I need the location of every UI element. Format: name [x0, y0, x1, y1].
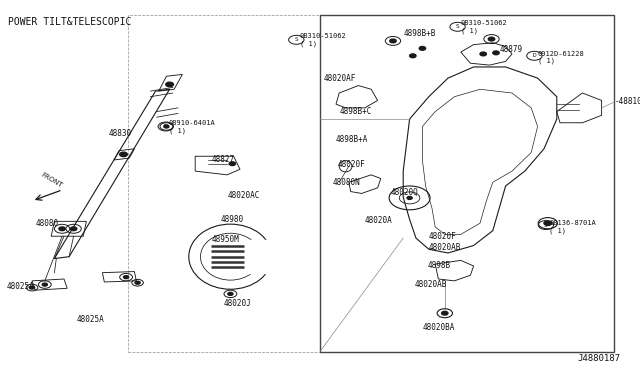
Text: 48879: 48879: [499, 45, 522, 54]
Text: 48827: 48827: [211, 155, 234, 164]
Text: 4898B+B: 4898B+B: [403, 29, 436, 38]
Text: 0B310-51062
( 1): 0B310-51062 ( 1): [300, 33, 346, 46]
Text: 48025A: 48025A: [6, 282, 34, 291]
Text: 48980: 48980: [221, 215, 244, 224]
Text: FRONT: FRONT: [40, 172, 63, 189]
Bar: [320, 15, 614, 352]
Text: 4898B+C: 4898B+C: [339, 107, 372, 116]
Text: 48080: 48080: [35, 219, 58, 228]
Circle shape: [410, 54, 416, 58]
Text: 48020AC: 48020AC: [227, 191, 260, 200]
Circle shape: [228, 292, 233, 295]
Text: 48020F: 48020F: [338, 160, 365, 169]
Circle shape: [480, 52, 486, 56]
Text: 48020F: 48020F: [429, 232, 456, 241]
Text: 48950M: 48950M: [211, 235, 239, 244]
Text: 0912D-61228
( 1): 0912D-61228 ( 1): [538, 51, 584, 64]
Text: 08910-6401A
( 1): 08910-6401A ( 1): [169, 121, 216, 134]
Text: 08136-8701A
( 1): 08136-8701A ( 1): [549, 220, 596, 234]
Text: 48025A: 48025A: [77, 315, 104, 324]
Circle shape: [42, 283, 47, 286]
Circle shape: [29, 286, 35, 289]
Circle shape: [59, 227, 65, 231]
Text: 4898B: 4898B: [428, 262, 451, 270]
Text: 48020AB: 48020AB: [415, 280, 447, 289]
Circle shape: [120, 152, 127, 157]
Text: 48020A: 48020A: [365, 216, 392, 225]
Circle shape: [488, 37, 495, 41]
Text: 4898B+A: 4898B+A: [336, 135, 369, 144]
Text: POWER TILT&TELESCOPIC: POWER TILT&TELESCOPIC: [8, 17, 131, 27]
Circle shape: [70, 227, 77, 231]
Circle shape: [493, 51, 499, 55]
Text: 48020BA: 48020BA: [422, 323, 455, 332]
Circle shape: [544, 221, 552, 225]
Text: S: S: [456, 24, 460, 29]
Circle shape: [135, 281, 140, 284]
Circle shape: [166, 82, 173, 87]
Circle shape: [390, 39, 396, 43]
Text: 48830: 48830: [109, 129, 132, 138]
Bar: [246, 240, 272, 273]
Text: 48020AB: 48020AB: [429, 243, 461, 252]
Text: N: N: [164, 124, 168, 129]
Text: 48020Q: 48020Q: [390, 188, 418, 197]
Circle shape: [229, 162, 236, 166]
Text: 0B310-51062
( 1): 0B310-51062 ( 1): [461, 20, 508, 33]
Circle shape: [442, 311, 448, 315]
Text: S: S: [294, 37, 298, 42]
Circle shape: [419, 46, 426, 50]
Text: -48810: -48810: [614, 97, 640, 106]
Text: 48080N: 48080N: [333, 178, 360, 187]
Text: 48020J: 48020J: [224, 299, 252, 308]
Circle shape: [164, 125, 169, 128]
Circle shape: [124, 276, 129, 279]
Text: 48020AF: 48020AF: [323, 74, 356, 83]
Text: D: D: [532, 53, 536, 58]
Text: J4880187: J4880187: [578, 354, 621, 363]
Text: S: S: [544, 222, 548, 228]
Circle shape: [407, 196, 412, 199]
